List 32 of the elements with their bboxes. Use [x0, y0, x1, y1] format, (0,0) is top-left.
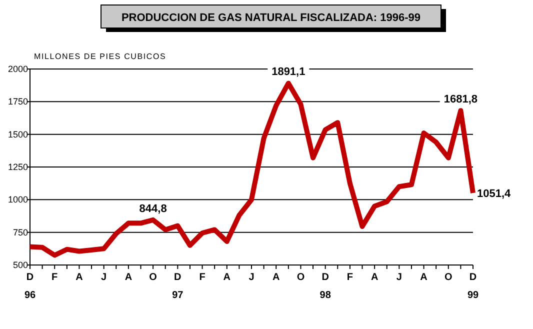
- y-tick-label: 1500: [8, 129, 28, 140]
- x-tick-label: O: [149, 272, 158, 283]
- x-tick-label: A: [272, 272, 280, 283]
- y-tick-label: 750: [12, 227, 28, 238]
- x-tick-label: A: [223, 272, 231, 283]
- x-tick-label: J: [248, 272, 254, 283]
- y-tick-label: 1000: [8, 194, 28, 205]
- x-tick-label: D 98: [320, 272, 332, 301]
- x-tick-label: O: [296, 272, 305, 283]
- x-tick-label: A: [124, 272, 132, 283]
- chart-title: PRODUCCION DE GAS NATURAL FISCALIZADA: 1996-99: [121, 12, 421, 24]
- x-tick-label: F: [199, 272, 206, 283]
- x-tick-label: F: [346, 272, 353, 283]
- x-tick-label: A: [370, 272, 378, 283]
- data-label: 1891,1: [272, 66, 306, 78]
- y-axis-title: MILLONES DE PIES CUBICOS: [34, 52, 166, 61]
- x-tick-label: F: [52, 272, 58, 283]
- y-tick-label: 1750: [8, 96, 28, 107]
- x-tick-label: D 99: [467, 272, 479, 301]
- data-label: 844,8: [139, 202, 167, 215]
- y-tick-label: 2000: [8, 64, 28, 74]
- y-tick-label: 1250: [8, 162, 28, 172]
- x-tick-label: O: [444, 272, 452, 283]
- x-tick-label: J: [396, 272, 402, 283]
- y-tick-label: 500: [12, 260, 28, 270]
- data-label: 1051,4: [477, 188, 512, 200]
- x-tick-label: J: [101, 272, 107, 283]
- x-tick-label: A: [76, 272, 83, 283]
- x-tick-label: D 96: [24, 272, 36, 301]
- x-tick-label: A: [420, 272, 428, 283]
- data-label: 1681,8: [444, 94, 478, 106]
- x-tick-label: D 97: [172, 272, 184, 301]
